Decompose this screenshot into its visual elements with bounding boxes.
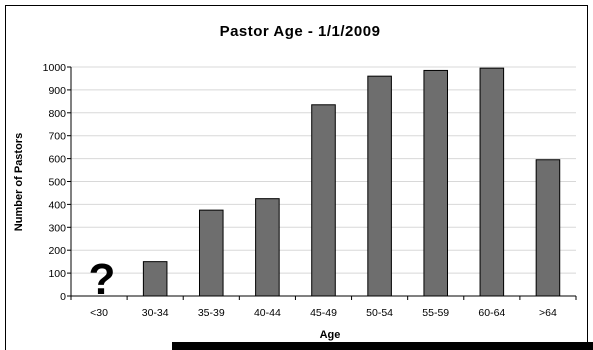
- y-tick-labels: 0 100 200 300 400 500 600 700 800 900 1000: [43, 62, 67, 303]
- axes: [67, 66, 577, 300]
- x-tick-label: <30: [90, 307, 108, 319]
- chart-frame: [5, 5, 588, 350]
- bar-55-59: [423, 69, 449, 297]
- x-tick-label: 60-64: [478, 307, 505, 319]
- x-tick-label: 35-39: [198, 307, 225, 319]
- x-tick-label: >64: [539, 307, 557, 319]
- y-tick-label: 700: [48, 131, 66, 143]
- x-tick-label: 30-34: [142, 307, 169, 319]
- x-axis-label: Age: [320, 329, 341, 341]
- y-tick-label: 200: [48, 245, 66, 257]
- x-tick-labels: <30 30-34 35-39 40-44 45-49 50-54 55-59 60-64 >6…: [90, 307, 557, 319]
- y-tick-label: 900: [48, 85, 66, 97]
- bar-35-39: [198, 209, 224, 297]
- bar->64: [535, 159, 561, 297]
- y-tick-label: 800: [48, 108, 66, 120]
- y-tick-label: 600: [48, 154, 66, 166]
- bars: [142, 67, 561, 297]
- y-tick-label: 500: [48, 177, 66, 189]
- x-tick-label: 50-54: [366, 307, 393, 319]
- bar-40-44: [255, 198, 280, 297]
- bar-30-34: [142, 261, 168, 297]
- x-tick-label: 40-44: [254, 307, 281, 319]
- y-axis-label: Number of Pastors: [13, 133, 25, 231]
- bar-60-64: [479, 67, 505, 297]
- bar-50-54: [367, 75, 392, 297]
- y-tick-label: 400: [48, 199, 66, 211]
- question-mark-annotation: ?: [89, 255, 116, 304]
- y-tick-label: 1000: [43, 62, 67, 74]
- x-tick-label: 55-59: [422, 307, 449, 319]
- x-tick-label: 45-49: [310, 307, 337, 319]
- bar-45-49: [311, 104, 336, 297]
- chart-title: Pastor Age - 1/1/2009: [220, 23, 381, 40]
- bottom-bar: [172, 342, 593, 350]
- y-tick-label: 100: [48, 268, 66, 280]
- y-tick-label: 0: [60, 291, 66, 303]
- y-tick-label: 300: [48, 222, 66, 234]
